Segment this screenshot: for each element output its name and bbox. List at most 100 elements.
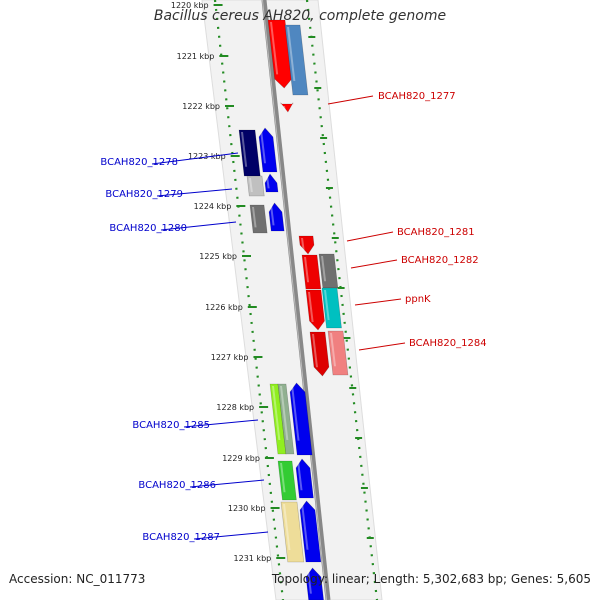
gene-bcah820-1280-b-shine [270,205,275,226]
gene-bcah820-1285-c-shine [291,385,300,441]
gene-label[interactable]: BCAH820_1278 [100,157,178,168]
genome-summary-text: Topology: linear; Length: 5,302,683 bp; … [271,572,591,586]
gene-bcah820-1280-b[interactable] [268,202,285,232]
gene-bcah820-1278-shine [241,132,248,167]
gene-ppnk-shine [308,292,314,322]
map-title: Bacillus cereus AH820, complete genome [153,8,447,24]
gene-bcah820-1284-shine [312,334,318,368]
kbp-tick-label: 1231 kbp [234,554,272,563]
kbp-tick-label: 1230 kbp [228,504,266,513]
gene-bcah820-1277-shine [270,22,279,75]
kbp-tick-label: 1221 kbp [177,52,215,61]
kbp-tick-label: 1228 kbp [216,403,254,412]
gene-bcah820-1284-b[interactable] [327,330,349,376]
gene-bcah820-1280[interactable] [249,204,268,234]
gene-label[interactable]: BCAH820_1287 [142,532,220,543]
kbp-tick: 1228 kbp [216,403,269,412]
gene-bcah820-1279-b-shine [266,176,270,189]
gene-bcah820-1279-b[interactable] [264,173,279,193]
gene-label-leader [350,259,398,269]
gene-bcah820-1284-b-shine [330,333,336,367]
genome-backbone-highlight [262,0,327,600]
gene-1277-tail[interactable] [280,101,294,113]
kbp-tick-label: 1225 kbp [199,252,237,261]
kbp-tick: 1225 kbp [199,252,252,261]
gene-label[interactable]: BCAH820_1285 [132,420,210,431]
gene-bcah820-1282[interactable] [301,254,322,290]
kbp-tick: 1221 kbp [177,52,229,61]
kbp-tick-label: 1224 kbp [194,202,232,211]
kbp-tick: 1224 kbp [194,202,246,211]
gene-bcah820-1286[interactable] [277,460,297,501]
gene-bcah820-1287-shine [283,504,291,550]
gene-prev-blue[interactable] [284,24,309,96]
gene-bcah820-1281[interactable] [298,235,315,255]
gene-label-leader [160,221,237,231]
gene-label-leader [189,479,265,488]
gene-bcah820-1287[interactable] [280,501,305,563]
gene-label[interactable]: ppnK [405,294,431,305]
gene-bcah820-1286-b-shine [297,461,303,491]
gene-label-leader [183,419,259,428]
gene-bcah820-1285-b[interactable] [277,383,295,455]
gene-label-leader [151,152,239,165]
ruler-left-line [213,0,285,600]
kbp-tick-label: 1220 kbp [171,1,209,10]
gene-bcah820-1286-b[interactable] [295,458,314,499]
genome-backbone [261,0,331,600]
gene-label[interactable]: BCAH820_1282 [401,255,479,266]
gene-bcah820-1282-b-shine [321,256,327,282]
gene-label[interactable]: BCAH820_1281 [397,227,475,238]
gene-bcah820-1277[interactable] [267,19,292,89]
gene-bcah820-1284[interactable] [309,331,330,377]
gene-label-leader [346,231,394,242]
kbp-tick: 1231 kbp [234,554,286,563]
gene-label[interactable]: BCAH820_1284 [409,338,487,349]
gene-label[interactable]: BCAH820_1286 [138,480,216,491]
gene-features [238,19,349,600]
gene-label-leader [193,531,269,540]
gene-next-blue[interactable] [305,567,324,600]
gene-bcah820-1286-shine [280,463,286,493]
ruler-right-line [305,0,379,600]
gene-bcah820-1281-shine [301,238,305,251]
gene-label[interactable]: BCAH820_1280 [109,223,187,234]
gene-bcah820-1287-b-shine [301,503,309,550]
kbp-tick-label: 1229 kbp [222,454,260,463]
kbp-tick: 1220 kbp [171,1,223,10]
gene-bcah820-1282-b[interactable] [318,253,339,289]
gene-ppnk-b[interactable] [321,287,342,329]
kbp-tick: 1226 kbp [205,303,257,312]
gene-next-blue-shine [307,570,312,594]
gene-bcah820-1279-shine [249,178,253,192]
kbp-tick: 1230 kbp [228,504,280,513]
kbp-tick-label: 1222 kbp [182,102,220,111]
gene-1277-tail-shine [283,106,286,111]
gene-bcah820-1278-b-shine [260,130,266,164]
gene-bcah820-1282-shine [304,257,310,283]
gene-bcah820-1285-c[interactable] [289,382,313,456]
gene-bcah820-1280-shine [252,207,257,228]
gene-bcah820-1285-shine [272,386,281,440]
accession-text: Accession: NC_011773 [9,572,146,586]
gene-ppnk[interactable] [305,289,325,331]
gene-label[interactable]: BCAH820_1277 [378,91,456,102]
kbp-tick: 1229 kbp [222,454,274,463]
kbp-tick-label: 1227 kbp [211,353,249,362]
gene-label-leader [358,342,406,351]
gene-bcah820-1287-b[interactable] [299,500,322,563]
gene-bcah820-1285-b-shine [280,386,289,440]
gene-label[interactable]: BCAH820_1279 [105,189,183,200]
kbp-tick: 1222 kbp [182,102,235,111]
gene-label-leader [327,95,374,105]
gene-label-leader [354,298,402,306]
gene-prev-blue-shine [287,27,296,81]
gene-labels: BCAH820_1277 BCAH820_1278 BCAH820_1279 BCAH… [100,91,486,543]
kbp-tick: 1227 kbp [211,353,263,362]
gene-ppnk-b-shine [324,290,330,320]
gene-bcah820-1279[interactable] [246,175,265,197]
kbp-tick-label: 1226 kbp [205,303,243,312]
gene-label-leader [156,188,233,197]
gene-bcah820-1278-b[interactable] [258,127,278,173]
